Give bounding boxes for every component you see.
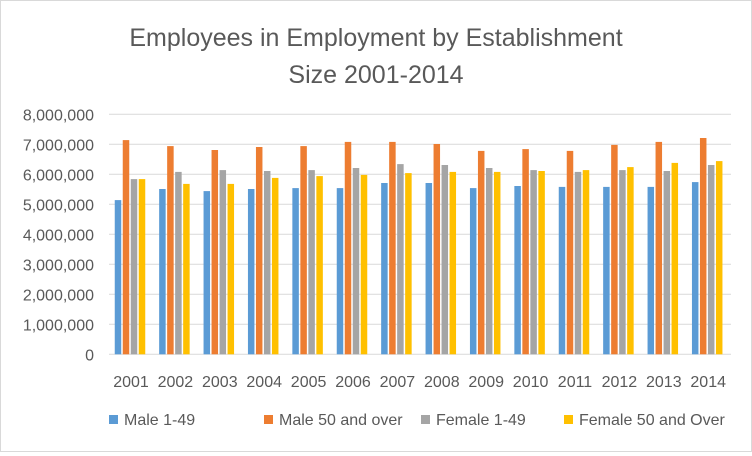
y-tick-label: 2,000,000 [23, 287, 94, 304]
bar-female-50-and-over-2002 [183, 183, 190, 355]
legend-swatch [564, 415, 573, 424]
bar-male-1-49-2003 [203, 191, 211, 355]
x-tick-label: 2009 [468, 374, 504, 391]
bar-female-1-49-2014 [707, 165, 715, 355]
legend-swatch [264, 415, 273, 424]
bar-male-50-and-over-2014 [699, 138, 707, 355]
bar-female-50-and-over-2004 [271, 177, 279, 355]
bar-female-1-49-2001 [130, 179, 138, 355]
x-tick-label: 2012 [602, 374, 638, 391]
bar-male-50-and-over-2013 [655, 141, 663, 355]
bar-female-1-49-2012 [619, 170, 626, 355]
bar-male-1-49-2004 [247, 189, 255, 355]
y-tick-label: 4,000,000 [23, 227, 94, 244]
bar-female-1-49-2007 [397, 164, 404, 355]
bar-male-50-and-over-2001 [122, 140, 130, 355]
x-tick-label: 2007 [380, 374, 416, 391]
x-tick-label: 2008 [424, 374, 460, 391]
y-tick-label: 8,000,000 [23, 107, 94, 124]
bar-female-1-49-2002 [175, 171, 182, 355]
bar-male-50-and-over-2010 [522, 149, 529, 355]
x-tick-label: 2006 [335, 374, 371, 391]
chart-title-line-2: Size 2001-2014 [288, 61, 463, 89]
bar-female-50-and-over-2005 [316, 176, 323, 355]
x-tick-label: 2005 [291, 374, 327, 391]
bar-female-1-49-2006 [352, 168, 360, 355]
bar-female-50-and-over-2010 [538, 171, 545, 355]
bar-female-50-and-over-2003 [227, 183, 235, 355]
y-tick-label: 6,000,000 [23, 167, 94, 184]
x-tick-label: 2010 [513, 374, 549, 391]
bar-female-1-49-2008 [441, 165, 449, 355]
x-tick-label: 2004 [246, 374, 282, 391]
bar-female-1-49-2011 [574, 171, 582, 355]
y-tick-label: 5,000,000 [23, 197, 94, 214]
bar-female-50-and-over-2007 [405, 173, 412, 355]
bar-female-1-49-2005 [308, 170, 315, 355]
x-tick-label: 2001 [113, 374, 149, 391]
bar-male-50-and-over-2011 [566, 150, 574, 355]
bar-female-1-49-2004 [263, 171, 271, 355]
x-tick-label: 2011 [558, 374, 593, 391]
legend-swatch [109, 415, 118, 424]
bar-male-1-49-2009 [469, 188, 477, 355]
bar-male-1-49-2002 [159, 189, 166, 355]
bar-male-50-and-over-2007 [389, 141, 396, 355]
y-tick-label: 7,000,000 [23, 137, 94, 154]
bar-female-1-49-2010 [530, 170, 537, 355]
y-tick-label: 3,000,000 [23, 257, 94, 274]
bar-female-1-49-2009 [485, 168, 493, 355]
bar-male-1-49-2014 [691, 182, 699, 355]
bar-female-50-and-over-2011 [582, 170, 590, 355]
bar-female-1-49-2003 [219, 170, 227, 355]
bar-male-50-and-over-2002 [167, 146, 174, 355]
bar-male-50-and-over-2006 [344, 141, 352, 355]
bar-male-1-49-2001 [114, 200, 122, 355]
bar-male-50-and-over-2008 [433, 144, 441, 355]
bar-male-1-49-2010 [514, 186, 521, 355]
legend-label: Male 1-49 [124, 412, 195, 429]
x-tick-label: 2013 [646, 374, 682, 391]
y-tick-label: 0 [85, 347, 94, 364]
chart-title-line-1: Employees in Employment by Establishment [129, 24, 622, 52]
bar-female-1-49-2013 [663, 171, 671, 355]
bar-male-1-49-2005 [292, 188, 299, 355]
bar-male-1-49-2012 [603, 186, 610, 355]
bar-female-50-and-over-2009 [493, 171, 501, 355]
bar-male-50-and-over-2005 [300, 146, 307, 355]
legend-swatch [421, 415, 430, 424]
bar-male-1-49-2011 [558, 186, 566, 355]
bar-male-50-and-over-2012 [611, 144, 618, 355]
x-tick-label: 2002 [158, 374, 194, 391]
bar-female-50-and-over-2001 [138, 179, 146, 355]
bar-male-50-and-over-2004 [255, 147, 263, 355]
y-tick-label: 1,000,000 [23, 317, 94, 334]
legend-label: Male 50 and over [279, 412, 403, 429]
bar-female-50-and-over-2014 [715, 161, 723, 355]
x-tick-label: 2014 [690, 374, 726, 391]
bar-male-1-49-2008 [425, 183, 433, 355]
bar-male-1-49-2006 [336, 188, 344, 355]
legend-label: Female 50 and Over [579, 412, 726, 429]
bar-female-50-and-over-2012 [627, 167, 634, 355]
bar-male-50-and-over-2009 [477, 150, 485, 355]
bar-female-50-and-over-2013 [671, 162, 679, 355]
bar-male-50-and-over-2003 [211, 150, 219, 355]
bar-male-1-49-2013 [647, 186, 655, 355]
x-tick-label: 2003 [202, 374, 238, 391]
bar-female-50-and-over-2006 [360, 174, 368, 355]
legend-label: Female 1-49 [436, 412, 526, 429]
bar-female-50-and-over-2008 [449, 171, 457, 355]
bar-male-1-49-2007 [381, 183, 388, 355]
